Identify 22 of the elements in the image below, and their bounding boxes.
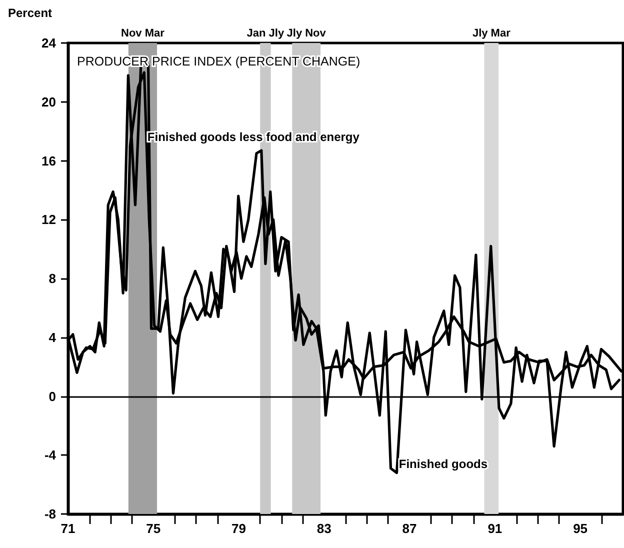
y-tick-label: -8 — [44, 506, 56, 522]
series-label: Finished goods — [398, 456, 488, 471]
x-tick-label: 95 — [573, 521, 588, 536]
y-tick-label: 24 — [42, 36, 57, 50]
band-label: Nov Mar — [121, 28, 166, 40]
x-tick-label: 91 — [488, 521, 502, 536]
y-tick-label: -4 — [44, 448, 57, 463]
x-tick-label: 75 — [146, 521, 161, 536]
y-tick-label: 0 — [48, 388, 56, 404]
y-tick-label: 20 — [42, 94, 56, 110]
x-tick-label: 71 — [60, 521, 76, 536]
band-label: Jly Mar — [472, 28, 512, 40]
band-label: Jan Jly — [246, 28, 285, 40]
y-tick-label: 8 — [48, 271, 56, 286]
x-tick-label: 87 — [402, 521, 417, 536]
band-label: Jly Nov — [286, 28, 327, 40]
y-tick-label: 16 — [42, 153, 56, 168]
x-tick-label: 83 — [316, 521, 332, 536]
y-tick-label: 12 — [42, 212, 56, 228]
y-axis-title: Percent — [8, 6, 52, 20]
y-tick-label: 4 — [48, 330, 57, 345]
x-tick-label: 79 — [232, 521, 246, 536]
